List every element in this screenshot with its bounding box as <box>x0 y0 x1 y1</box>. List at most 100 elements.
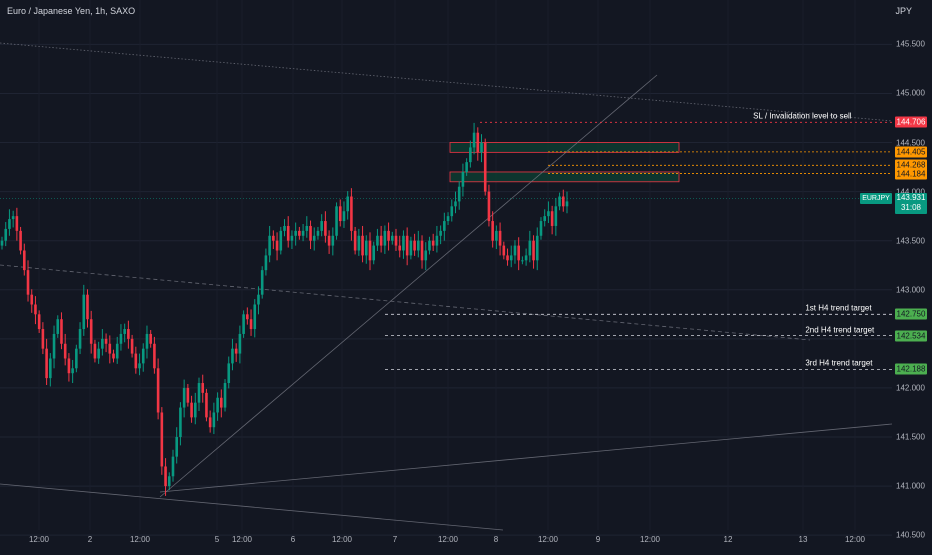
time-tick-label: 2 <box>87 535 93 544</box>
candle <box>52 325 56 369</box>
level-price-tag: 144.405 <box>895 146 927 158</box>
candle <box>513 240 517 264</box>
candle <box>104 333 108 353</box>
candle <box>286 216 290 248</box>
candle <box>372 241 376 265</box>
candle <box>517 237 520 271</box>
level-label: 1st H4 trend target <box>805 303 872 313</box>
candle <box>272 230 275 250</box>
candle <box>547 201 550 224</box>
candle <box>521 256 524 265</box>
candle <box>528 230 532 263</box>
candle <box>101 329 104 356</box>
candle <box>93 339 97 363</box>
candle <box>246 307 249 325</box>
candle <box>279 226 283 255</box>
candle <box>461 163 465 197</box>
candle <box>97 341 100 364</box>
candle <box>454 191 457 214</box>
candle <box>387 222 390 251</box>
candle <box>431 233 435 251</box>
candle <box>30 289 34 313</box>
candle <box>108 335 112 364</box>
candle <box>212 402 216 435</box>
time-tick-label: 12:00 <box>331 535 353 544</box>
candle <box>26 260 30 302</box>
price-tick-label: 142.000 <box>896 383 925 393</box>
candle <box>413 233 416 256</box>
time-tick-label: 7 <box>392 535 398 544</box>
trend-lines <box>0 42 893 531</box>
candle <box>205 388 208 422</box>
candle <box>346 191 349 220</box>
symbol-tag: EURJPY <box>860 193 892 204</box>
candle <box>41 322 45 355</box>
candle <box>234 343 238 362</box>
time-tick-label: 12:00 <box>537 535 559 544</box>
candle <box>498 222 502 256</box>
candle <box>435 225 439 253</box>
price-tick-label: 145.500 <box>896 39 925 49</box>
candle <box>327 230 331 254</box>
price-tick-label: 144.500 <box>896 138 925 148</box>
candle <box>67 353 71 382</box>
candle <box>86 289 89 328</box>
level-label: 2nd H4 trend target <box>805 325 875 334</box>
candle <box>119 324 123 351</box>
candle <box>357 228 361 256</box>
candle <box>298 226 301 240</box>
candle <box>535 227 539 271</box>
candle <box>123 323 126 343</box>
time-tick-label: 5 <box>214 535 220 544</box>
candle <box>383 225 387 254</box>
candle <box>19 226 22 255</box>
price-tick-label: 143.000 <box>896 285 925 295</box>
candle <box>63 333 67 366</box>
time-tick-label: 12:00 <box>437 535 459 544</box>
candle <box>465 158 468 176</box>
candle <box>480 134 483 163</box>
candle <box>509 245 513 268</box>
candle <box>34 296 37 325</box>
level-price-tag: 144.268 <box>895 159 927 171</box>
candle <box>390 231 394 245</box>
candle <box>164 458 167 496</box>
candle <box>550 205 554 235</box>
support-line <box>159 423 893 493</box>
candle <box>4 222 8 247</box>
price-levels <box>0 121 892 370</box>
candle <box>342 201 346 228</box>
candle <box>220 389 223 418</box>
grid-lines <box>0 43 892 536</box>
candle <box>394 228 398 251</box>
candle <box>208 410 212 433</box>
candle <box>223 379 227 412</box>
candle <box>130 334 134 358</box>
candle <box>78 322 82 355</box>
candle <box>249 309 253 336</box>
candle <box>197 377 201 412</box>
candle <box>60 312 63 350</box>
candle <box>312 227 316 251</box>
candle <box>145 325 149 359</box>
candle <box>554 197 558 236</box>
candle <box>487 184 491 227</box>
supply-zones <box>449 142 680 183</box>
time-tick-label: 12:00 <box>639 535 661 544</box>
candle <box>320 214 323 237</box>
time-tick-label: 12:00 <box>129 535 151 544</box>
price-tick-label: 141.500 <box>896 432 925 442</box>
candle <box>201 374 205 403</box>
candle <box>264 248 268 276</box>
candle <box>361 225 364 263</box>
candle <box>409 236 413 260</box>
candle <box>491 211 494 248</box>
candle <box>428 236 431 255</box>
candle <box>472 122 476 155</box>
candle <box>368 232 372 271</box>
candle <box>238 325 242 364</box>
candle <box>290 230 294 250</box>
time-tick-label: 12:00 <box>28 535 50 544</box>
